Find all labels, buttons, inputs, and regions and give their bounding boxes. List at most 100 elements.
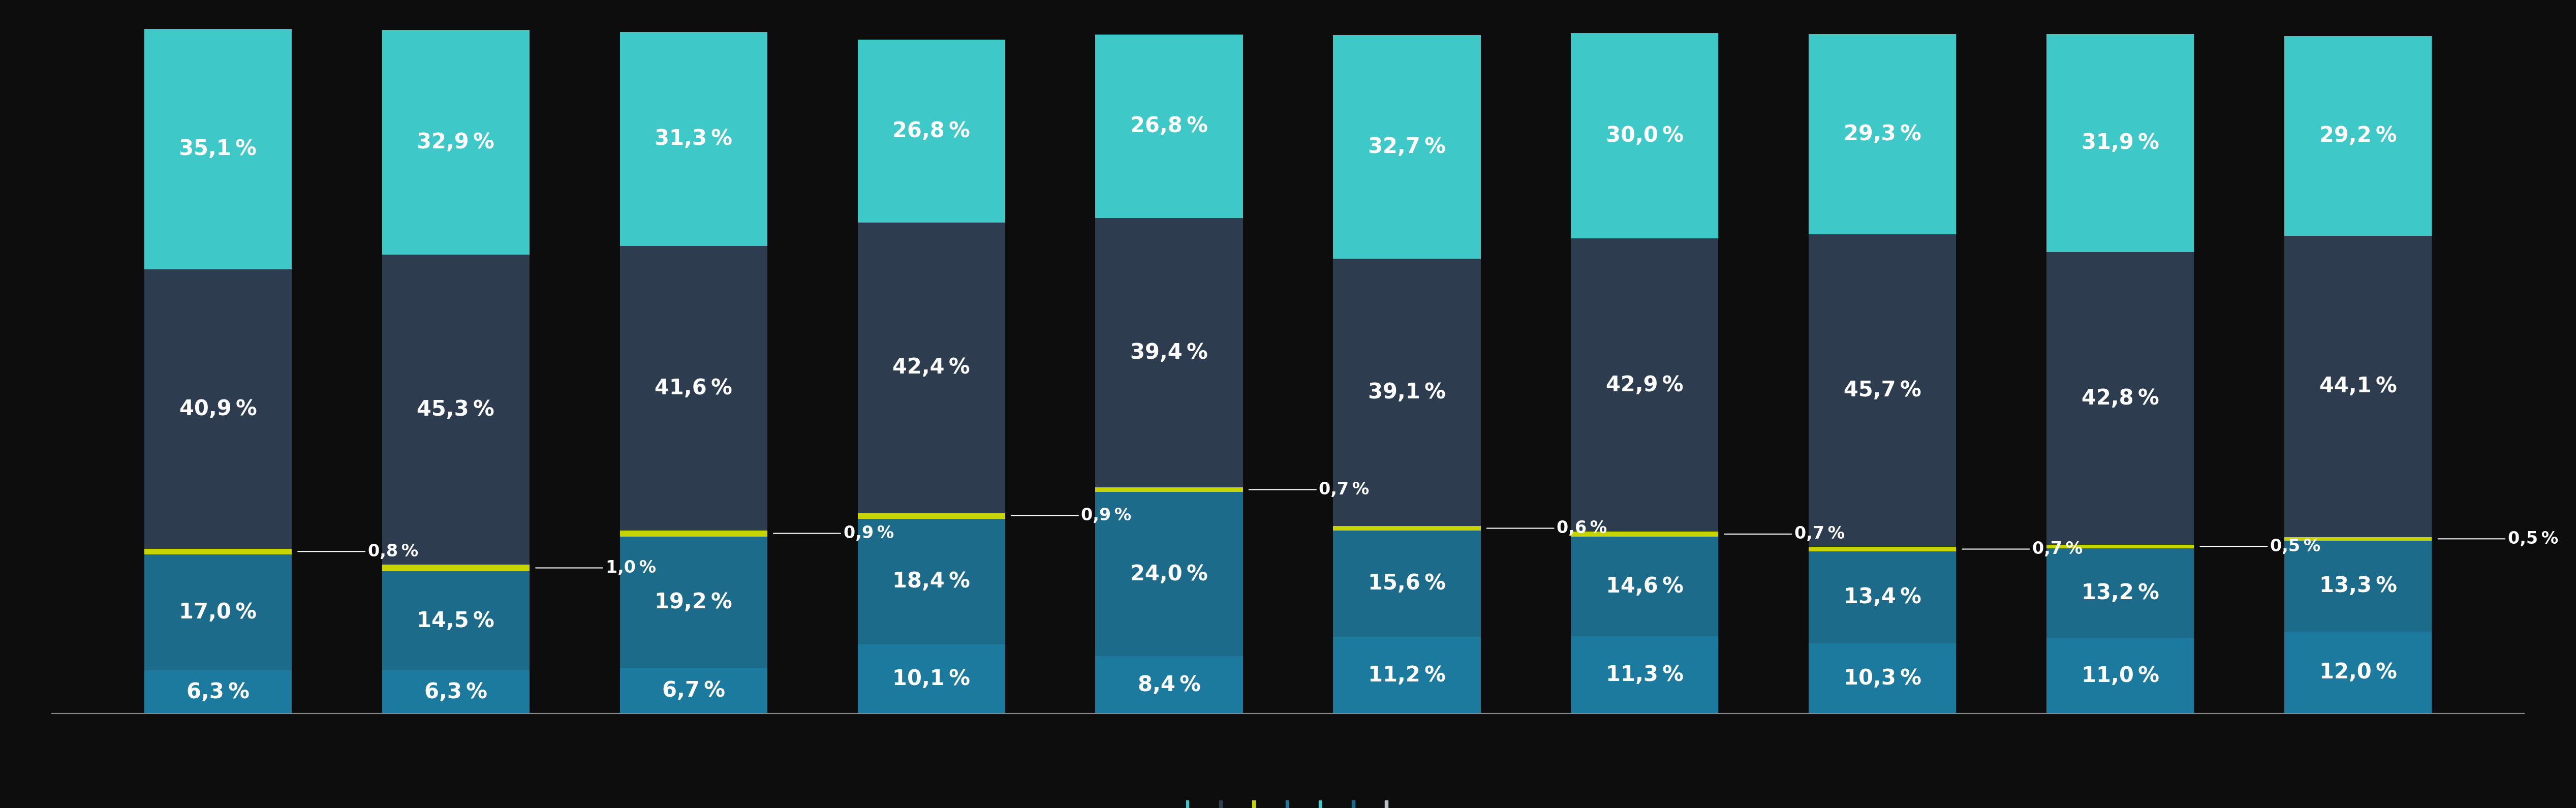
- Text: 35,1 %: 35,1 %: [180, 138, 258, 160]
- Bar: [144, 549, 291, 554]
- Text: 39,1 %: 39,1 %: [1368, 382, 1445, 403]
- Bar: [621, 537, 768, 667]
- Bar: [381, 565, 531, 571]
- Bar: [2045, 252, 2195, 545]
- Bar: [858, 40, 1005, 223]
- Text: 0,5 %: 0,5 %: [2437, 531, 2558, 547]
- Bar: [2285, 236, 2432, 537]
- Text: 26,8 %: 26,8 %: [1131, 116, 1208, 137]
- Bar: [1808, 34, 1955, 234]
- Text: 13,4 %: 13,4 %: [1844, 587, 1922, 608]
- Bar: [1808, 234, 1955, 547]
- Bar: [144, 671, 291, 713]
- Bar: [2045, 548, 2195, 638]
- Text: 32,7 %: 32,7 %: [1368, 137, 1445, 158]
- Bar: [1095, 656, 1242, 713]
- Bar: [2285, 541, 2432, 632]
- Text: 15,6 %: 15,6 %: [1368, 573, 1445, 595]
- Text: 45,7 %: 45,7 %: [1844, 380, 1922, 401]
- Text: 13,2 %: 13,2 %: [2081, 583, 2159, 604]
- Bar: [858, 645, 1005, 713]
- Bar: [144, 29, 291, 269]
- Text: 26,8 %: 26,8 %: [891, 120, 971, 141]
- Bar: [1571, 238, 1718, 532]
- Text: 29,3 %: 29,3 %: [1844, 124, 1922, 145]
- Text: 10,3 %: 10,3 %: [1844, 667, 1922, 689]
- Text: 0,5 %: 0,5 %: [2200, 538, 2321, 555]
- Text: 0,9 %: 0,9 %: [1012, 507, 1131, 524]
- Bar: [144, 554, 291, 671]
- Bar: [621, 530, 768, 537]
- Bar: [858, 223, 1005, 512]
- Text: 39,4 %: 39,4 %: [1131, 342, 1208, 364]
- Text: 17,0 %: 17,0 %: [180, 602, 258, 623]
- Legend: , , , , , , : , , , , , ,: [1185, 801, 1391, 808]
- Bar: [1571, 33, 1718, 238]
- Bar: [621, 32, 768, 246]
- Text: 11,3 %: 11,3 %: [1605, 664, 1685, 685]
- Text: 19,2 %: 19,2 %: [654, 591, 732, 612]
- Text: 8,4 %: 8,4 %: [1139, 674, 1200, 696]
- Bar: [1571, 537, 1718, 636]
- Bar: [381, 255, 531, 565]
- Bar: [1571, 636, 1718, 713]
- Bar: [1334, 259, 1481, 526]
- Bar: [2285, 36, 2432, 236]
- Text: 0,9 %: 0,9 %: [773, 525, 894, 541]
- Bar: [381, 571, 531, 671]
- Text: 11,2 %: 11,2 %: [1368, 664, 1445, 686]
- Text: 40,9 %: 40,9 %: [180, 398, 258, 419]
- Text: 24,0 %: 24,0 %: [1131, 563, 1208, 585]
- Text: 14,5 %: 14,5 %: [417, 610, 495, 632]
- Bar: [858, 519, 1005, 645]
- Bar: [2285, 632, 2432, 713]
- Text: 11,0 %: 11,0 %: [2081, 665, 2159, 687]
- Bar: [1334, 530, 1481, 637]
- Text: 0,7 %: 0,7 %: [1249, 482, 1370, 498]
- Bar: [1334, 526, 1481, 530]
- Bar: [621, 246, 768, 530]
- Text: 13,3 %: 13,3 %: [2318, 575, 2396, 596]
- Bar: [621, 667, 768, 713]
- Text: 6,3 %: 6,3 %: [425, 681, 487, 703]
- Text: 0,8 %: 0,8 %: [299, 543, 417, 560]
- Bar: [1095, 487, 1242, 492]
- Text: 42,9 %: 42,9 %: [1605, 374, 1685, 396]
- Text: 18,4 %: 18,4 %: [891, 571, 971, 592]
- Text: 44,1 %: 44,1 %: [2318, 376, 2396, 397]
- Bar: [2045, 545, 2195, 548]
- Bar: [2045, 638, 2195, 713]
- Text: 0,6 %: 0,6 %: [1486, 520, 1607, 537]
- Text: 31,9 %: 31,9 %: [2081, 133, 2159, 154]
- Text: 31,3 %: 31,3 %: [654, 128, 732, 149]
- Text: 12,0 %: 12,0 %: [2318, 662, 2396, 684]
- Text: 29,2 %: 29,2 %: [2318, 125, 2396, 146]
- Text: 45,3 %: 45,3 %: [417, 399, 495, 420]
- Bar: [1808, 547, 1955, 552]
- Bar: [1334, 36, 1481, 259]
- Bar: [1808, 552, 1955, 643]
- Text: 41,6 %: 41,6 %: [654, 377, 732, 399]
- Text: 32,9 %: 32,9 %: [417, 132, 495, 153]
- Text: 42,4 %: 42,4 %: [891, 357, 971, 378]
- Text: 6,3 %: 6,3 %: [185, 681, 250, 703]
- Text: 6,7 %: 6,7 %: [662, 680, 724, 701]
- Bar: [1334, 637, 1481, 713]
- Bar: [1095, 492, 1242, 656]
- Bar: [2285, 537, 2432, 541]
- Text: 0,7 %: 0,7 %: [1723, 526, 1844, 542]
- Bar: [144, 269, 291, 549]
- Text: 42,8 %: 42,8 %: [2081, 388, 2159, 409]
- Bar: [1095, 218, 1242, 487]
- Bar: [1095, 35, 1242, 218]
- Text: 1,0 %: 1,0 %: [536, 559, 657, 576]
- Text: 30,0 %: 30,0 %: [1605, 125, 1685, 146]
- Text: 14,6 %: 14,6 %: [1605, 575, 1685, 597]
- Bar: [1808, 643, 1955, 713]
- Text: 10,1 %: 10,1 %: [891, 668, 971, 690]
- Text: 0,7 %: 0,7 %: [1963, 541, 2081, 558]
- Bar: [2045, 34, 2195, 252]
- Bar: [1571, 532, 1718, 537]
- Bar: [381, 671, 531, 713]
- Bar: [858, 512, 1005, 519]
